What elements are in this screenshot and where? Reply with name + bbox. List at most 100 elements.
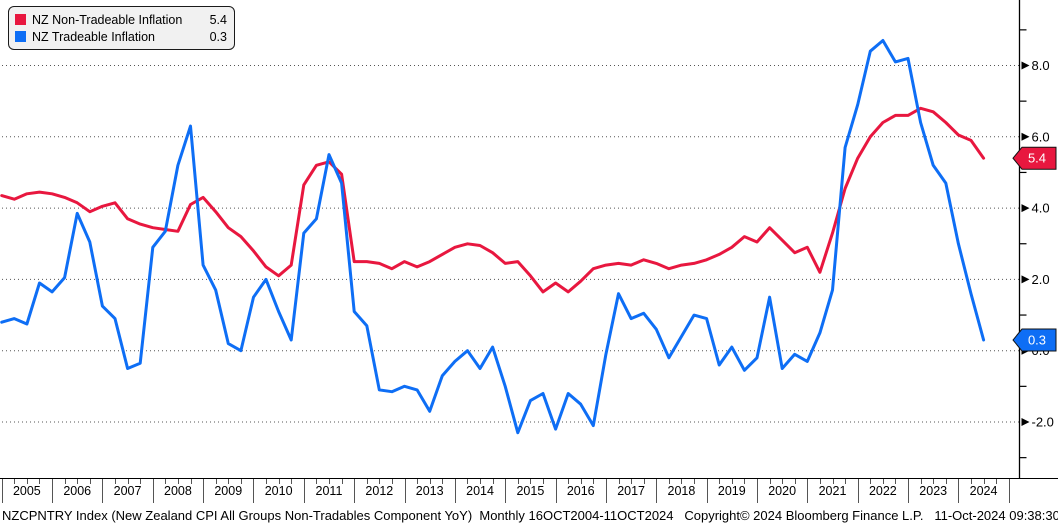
y-axis-label: 2.0 [1032, 272, 1050, 287]
x-axis-year-label: 2023 [919, 484, 948, 498]
quarter-tick [64, 479, 66, 484]
x-axis-year-band: 2005 2006 2007 2008 2009 2010 2011 2012 2013 2014… [0, 478, 1058, 505]
x-axis-year-label: 2019 [717, 484, 746, 498]
legend-value: 5.4 [209, 12, 227, 27]
x-axis-year-label: 2012 [365, 484, 394, 498]
y-axis-tick-arrow [1021, 132, 1030, 141]
x-axis-year-label: 2014 [466, 484, 494, 498]
badge-value-text: 0.3 [1028, 333, 1046, 348]
y-axis-label: 4.0 [1032, 201, 1050, 216]
tradeable-last-value-badge [1012, 328, 1057, 352]
quarter-tick [933, 479, 935, 484]
y-axis-label: 8.0 [1032, 58, 1050, 73]
quarter-tick [379, 479, 381, 484]
year-divider [605, 479, 607, 503]
x-axis-year-label: 2006 [63, 484, 92, 498]
quarter-tick [89, 479, 91, 484]
quarter-tick [442, 479, 444, 484]
y-axis-label: 6.0 [1032, 129, 1050, 144]
x-axis-year-label: 2005 [12, 484, 41, 498]
quarter-tick [341, 479, 343, 484]
year-divider [555, 479, 557, 503]
quarter-tick [694, 479, 696, 484]
quarter-tick [39, 479, 41, 484]
chart-canvas[interactable]: 8.06.04.02.00.0-2.05.40.3 [0, 0, 1058, 478]
quarter-tick [467, 479, 469, 484]
quarter-tick [668, 479, 670, 484]
year-divider [756, 479, 758, 503]
quarter-tick [517, 479, 519, 484]
year-divider [706, 479, 708, 503]
quarter-tick [744, 479, 746, 484]
quarter-tick [291, 479, 293, 484]
quarter-tick [215, 479, 217, 484]
legend-label: NZ Non-Tradeable Inflation [32, 12, 183, 27]
y-axis-tick-arrow [1021, 418, 1030, 426]
x-axis-year-label: 2024 [969, 484, 998, 498]
non-tradeable-last-value-badge [1012, 146, 1057, 170]
x-axis-year-label: 2011 [315, 484, 343, 498]
x-axis-year-label: 2017 [617, 484, 645, 498]
quarter-tick [240, 479, 242, 484]
quarter-tick [542, 479, 544, 484]
year-divider [354, 479, 356, 503]
quarter-tick [895, 479, 897, 484]
x-axis-year-label: 2010 [264, 484, 293, 498]
quarter-tick [845, 479, 847, 484]
y-axis-label: -2.0 [1032, 415, 1054, 430]
legend-row-non-tradeable[interactable]: NZ Non-Tradeable Inflation 5.4 [15, 11, 227, 28]
quarter-tick [316, 479, 318, 484]
quarter-tick [492, 479, 494, 484]
quarter-tick [618, 479, 620, 484]
quarter-tick [26, 479, 28, 484]
year-divider [958, 479, 960, 503]
year-divider [52, 479, 54, 503]
year-divider [656, 479, 658, 503]
quarter-tick [417, 479, 419, 484]
quarter-tick [882, 479, 884, 484]
year-divider [1008, 479, 1010, 503]
x-axis-year-label: 2007 [113, 484, 142, 498]
quarter-tick [366, 479, 368, 484]
year-divider [152, 479, 154, 503]
x-axis-year-label: 2020 [768, 484, 797, 498]
badge-value-text: 5.4 [1028, 151, 1046, 166]
x-axis-year-label: 2021 [818, 484, 847, 498]
quarter-tick [278, 479, 280, 484]
quarter-tick [114, 479, 116, 484]
x-axis-year-label: 2008 [164, 484, 192, 498]
tradeable-line [0, 39, 986, 435]
quarter-tick [832, 479, 834, 484]
quarter-tick [228, 479, 230, 484]
chart-legend[interactable]: NZ Non-Tradeable Inflation 5.4 NZ Tradea… [8, 6, 235, 50]
quarter-tick [177, 479, 179, 484]
x-axis-year-label: 2022 [868, 484, 897, 498]
quarter-tick [819, 479, 821, 484]
year-divider [807, 479, 809, 503]
quarter-tick [568, 479, 570, 484]
y-axis-tick-arrow [1021, 61, 1030, 70]
x-axis-year-label: 2016 [566, 484, 595, 498]
quarter-tick [681, 479, 683, 484]
y-axis-tick-arrow [1021, 275, 1030, 284]
quarter-tick [140, 479, 142, 484]
quarter-tick [769, 479, 771, 484]
quarter-tick [782, 479, 784, 484]
legend-row-tradeable[interactable]: NZ Tradeable Inflation 0.3 [15, 28, 227, 45]
x-axis-year-label: 2015 [516, 484, 545, 498]
quarter-tick [429, 479, 431, 484]
quarter-tick [870, 479, 872, 484]
quarter-tick [945, 479, 947, 484]
year-divider [404, 479, 406, 503]
quarter-tick [719, 479, 721, 484]
legend-label: NZ Tradeable Inflation [32, 29, 155, 44]
x-axis-year-label: 2018 [667, 484, 696, 498]
quarter-tick [970, 479, 972, 484]
year-divider [454, 479, 456, 503]
status-bar: NZCPNTRY Index (New Zealand CPI All Grou… [2, 508, 1058, 523]
quarter-tick [530, 479, 532, 484]
quarter-tick [580, 479, 582, 484]
quarter-tick [794, 479, 796, 484]
year-divider [1, 479, 3, 503]
